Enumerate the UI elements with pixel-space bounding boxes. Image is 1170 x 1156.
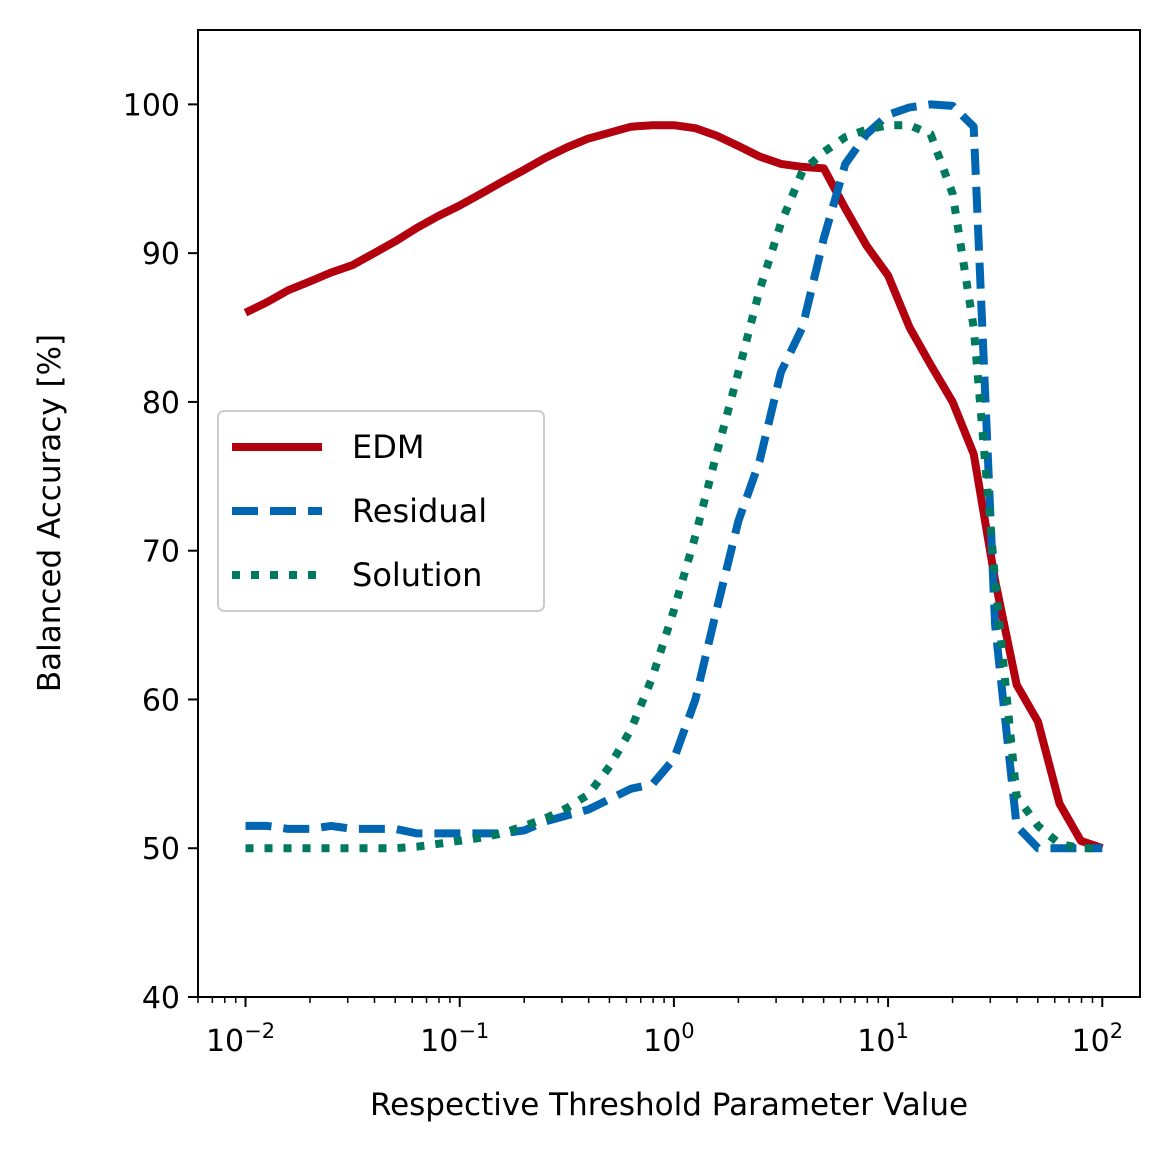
x-tick-label: 100 <box>643 1019 695 1059</box>
y-tick-label: 100 <box>123 88 180 123</box>
x-tick-label: 10−2 <box>206 1019 275 1059</box>
x-tick-label: 10−1 <box>420 1019 489 1059</box>
legend-label-residual: Residual <box>352 492 487 530</box>
legend: EDM Residual Solution <box>217 410 545 612</box>
y-tick-label: 70 <box>142 535 180 570</box>
y-axis: 40 50 60 70 80 90 100 <box>123 88 198 1016</box>
y-tick-label: 80 <box>142 386 180 421</box>
x-tick-label: 102 <box>1072 1019 1124 1059</box>
x-tick-label: 101 <box>857 1019 909 1059</box>
series-line-solution <box>245 121 1103 853</box>
y-tick-label: 40 <box>142 981 180 1016</box>
y-tick-label: 50 <box>142 832 180 867</box>
legend-box <box>217 410 545 612</box>
plot-area-frame <box>197 29 1141 998</box>
legend-label-solution: Solution <box>352 556 482 594</box>
x-axis: 10−2 10−1 100 101 102 <box>197 997 1124 1059</box>
x-axis-label: Respective Threshold Parameter Value <box>370 1087 968 1123</box>
series-layer <box>243 100 1104 853</box>
y-axis-label: Balanced Accuracy [%] <box>32 334 68 692</box>
series-line-edm <box>243 121 1104 852</box>
y-tick-label: 90 <box>142 237 180 272</box>
y-tick-label: 60 <box>142 683 180 718</box>
legend-label-edm: EDM <box>352 428 424 466</box>
